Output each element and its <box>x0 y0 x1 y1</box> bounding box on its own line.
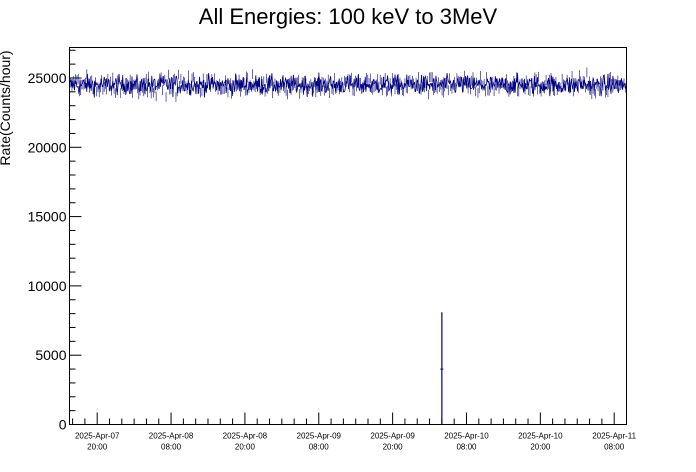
y-tick-label: 5000 <box>35 347 66 363</box>
x-tick-time: 20:00 <box>87 443 108 452</box>
x-axis: 2025-Apr-07 20:00 2025-Apr-08 08:00 2025-Apr… <box>72 412 637 452</box>
x-tick-time: 08:00 <box>161 443 182 452</box>
x-tick-date: 2025-Apr-09 <box>370 432 415 441</box>
x-tick-time: 20:00 <box>235 443 256 452</box>
x-tick-date: 2025-Apr-11 <box>592 432 636 441</box>
x-tick-time: 08:00 <box>604 443 625 452</box>
plot-frame <box>69 47 627 425</box>
chart-title: All Energies: 100 keV to 3MeV <box>199 4 498 29</box>
y-tick-label: 0 <box>59 417 67 433</box>
x-tick-date: 2025-Apr-08 <box>149 432 194 441</box>
y-tick-label: 20000 <box>28 139 67 155</box>
x-tick-date: 2025-Apr-09 <box>297 432 342 441</box>
x-tick-time: 20:00 <box>530 443 551 452</box>
y-axis: 0 5000 10000 15000 20000 25000 <box>28 49 82 433</box>
x-tick-time: 08:00 <box>456 443 477 452</box>
y-axis-label: Rate(Counts/hour) <box>0 50 13 165</box>
y-tick-label: 15000 <box>28 209 67 225</box>
y-tick-label: 25000 <box>28 70 67 86</box>
x-tick-time: 08:00 <box>309 443 330 452</box>
x-tick-date: 2025-Apr-10 <box>518 432 563 441</box>
x-tick-time: 20:00 <box>383 443 404 452</box>
x-tick-date: 2025-Apr-08 <box>223 432 268 441</box>
x-tick-date: 2025-Apr-07 <box>75 432 120 441</box>
y-tick-label: 10000 <box>28 278 67 294</box>
data-series <box>69 67 627 425</box>
x-tick-date: 2025-Apr-10 <box>444 432 489 441</box>
